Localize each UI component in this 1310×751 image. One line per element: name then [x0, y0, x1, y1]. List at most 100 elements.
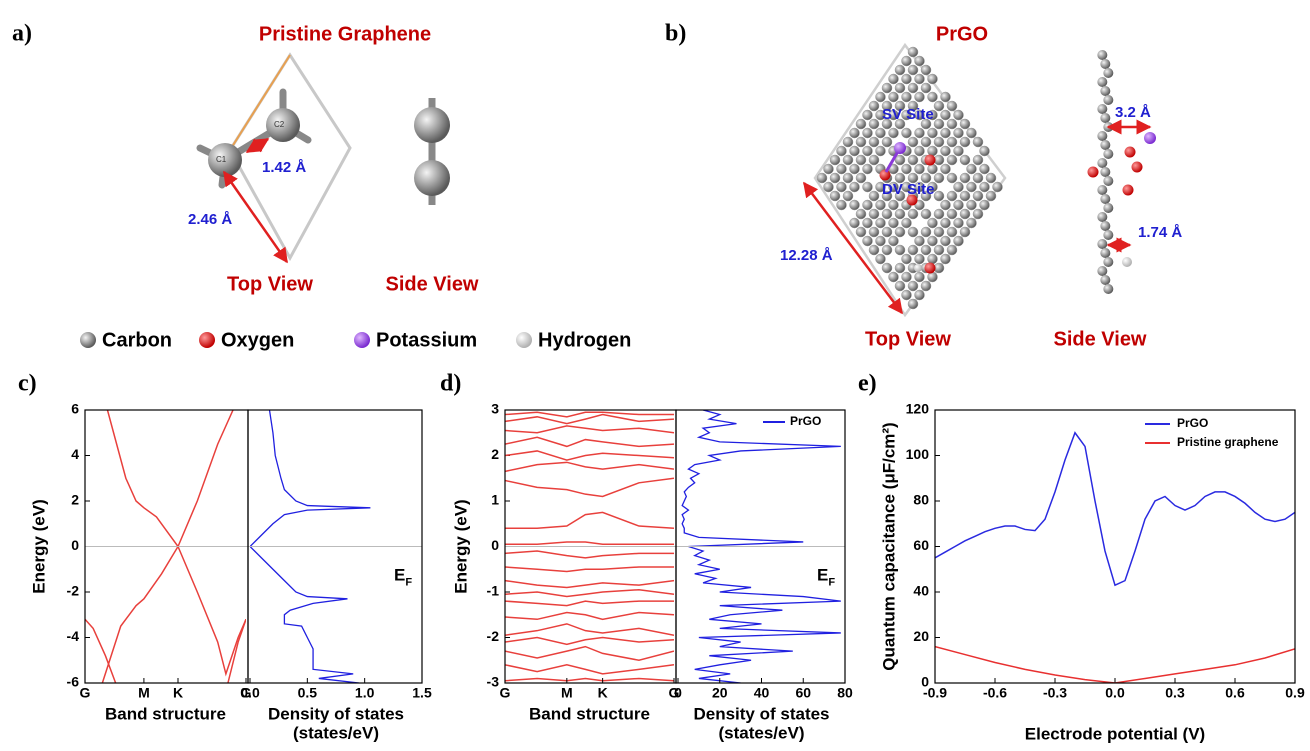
- x-axis-label: Electrode potential (V): [1025, 724, 1205, 743]
- atom: [849, 127, 860, 139]
- x-axis-label: (states/eV): [719, 723, 805, 742]
- band-line: [505, 623, 674, 636]
- legend-label: Oxygen: [221, 329, 294, 351]
- atom-legend: Carbon Oxygen Potassium Hydrogen: [80, 329, 631, 351]
- atom: [907, 280, 919, 292]
- band-line: [505, 611, 674, 621]
- y-tick-label: -6: [67, 674, 80, 690]
- atom: [901, 55, 912, 67]
- atom: [914, 91, 925, 103]
- atom: [1103, 149, 1114, 159]
- atom: [946, 154, 958, 166]
- oxygen-atom: [906, 194, 918, 206]
- x-tick-label: 0: [674, 685, 682, 701]
- y-axis-label: Energy (eV): [451, 499, 470, 593]
- atom: [907, 244, 919, 256]
- fermi-sub: F: [405, 576, 412, 588]
- atom: [888, 127, 899, 139]
- atom: [940, 163, 951, 175]
- atom: [1103, 176, 1114, 186]
- band-line: [106, 410, 234, 549]
- atom: [829, 154, 841, 166]
- atom: [1100, 275, 1111, 285]
- site-label: SV Site: [882, 106, 934, 123]
- lattice: [816, 46, 1003, 310]
- y-axis-label: Energy (eV): [29, 499, 48, 593]
- x-axis-label: (states/eV): [293, 723, 379, 742]
- atom: [946, 172, 958, 184]
- x-axis-label: Band structure: [105, 704, 226, 723]
- panel-label: c): [18, 371, 37, 397]
- fermi-sub: F: [828, 576, 835, 588]
- x-tick-label: 60: [795, 685, 811, 701]
- dimension: 1.74 Å: [1138, 224, 1182, 241]
- atom: [894, 64, 906, 76]
- atom: [823, 181, 834, 193]
- legend-label: PrGO: [1177, 416, 1208, 430]
- atom: [959, 154, 971, 166]
- atom: [920, 280, 932, 292]
- plot-frame: [247, 409, 423, 684]
- atom: [901, 73, 912, 85]
- atom: [836, 199, 847, 211]
- atom: [927, 181, 938, 193]
- atom: [875, 145, 886, 157]
- atom: [1103, 284, 1114, 294]
- atom: [966, 163, 977, 175]
- atom: [1097, 212, 1108, 222]
- atom: [1100, 221, 1111, 231]
- plot-frame: [675, 409, 846, 684]
- atom: [1097, 104, 1108, 114]
- atom: [842, 154, 854, 166]
- atom: [933, 226, 945, 238]
- atom: [894, 208, 906, 220]
- atom: [842, 190, 854, 202]
- atom: [940, 109, 951, 121]
- y-tick-label: 80: [913, 492, 929, 508]
- band-line: [505, 677, 674, 682]
- atom: [959, 190, 971, 202]
- atom: [1100, 248, 1111, 258]
- atom: [979, 181, 990, 193]
- atom: [881, 262, 893, 274]
- y-tick-label: 2: [491, 446, 499, 462]
- atom: [907, 136, 919, 148]
- atom: [940, 253, 951, 265]
- panel-label: b): [665, 21, 686, 47]
- atom: [875, 199, 886, 211]
- atom: [972, 136, 984, 148]
- band-line: [227, 619, 246, 683]
- atom: [946, 244, 958, 256]
- atom: [901, 91, 912, 103]
- atom: [849, 217, 860, 229]
- atom: [881, 244, 893, 256]
- atom: [966, 217, 977, 229]
- x-tick-label: 0.5: [298, 685, 318, 701]
- atom: [862, 199, 873, 211]
- view-label: Side View: [1053, 328, 1146, 350]
- atom: [959, 136, 971, 148]
- atom: [972, 190, 984, 202]
- atom: [901, 127, 912, 139]
- atom: [946, 208, 958, 220]
- legend-label: Hydrogen: [538, 329, 631, 351]
- atom: [862, 109, 873, 121]
- x-tick-label: -0.9: [923, 685, 947, 701]
- atom: [901, 271, 912, 283]
- dos-line: [250, 410, 371, 683]
- x-tick-label: M: [561, 685, 573, 701]
- atom: [862, 217, 873, 229]
- atom: [940, 91, 951, 103]
- atom: [862, 163, 873, 175]
- legend-swatch: [199, 332, 215, 348]
- view-label: Top View: [227, 273, 313, 295]
- atom: [868, 226, 880, 238]
- x-tick-label: G: [500, 685, 511, 701]
- arrow: [803, 181, 903, 315]
- atom: [953, 145, 964, 157]
- fermi-main: E: [817, 566, 828, 585]
- atom: [953, 127, 964, 139]
- y-tick-label: 4: [71, 446, 79, 462]
- atom: [927, 253, 938, 265]
- atom: [946, 118, 958, 130]
